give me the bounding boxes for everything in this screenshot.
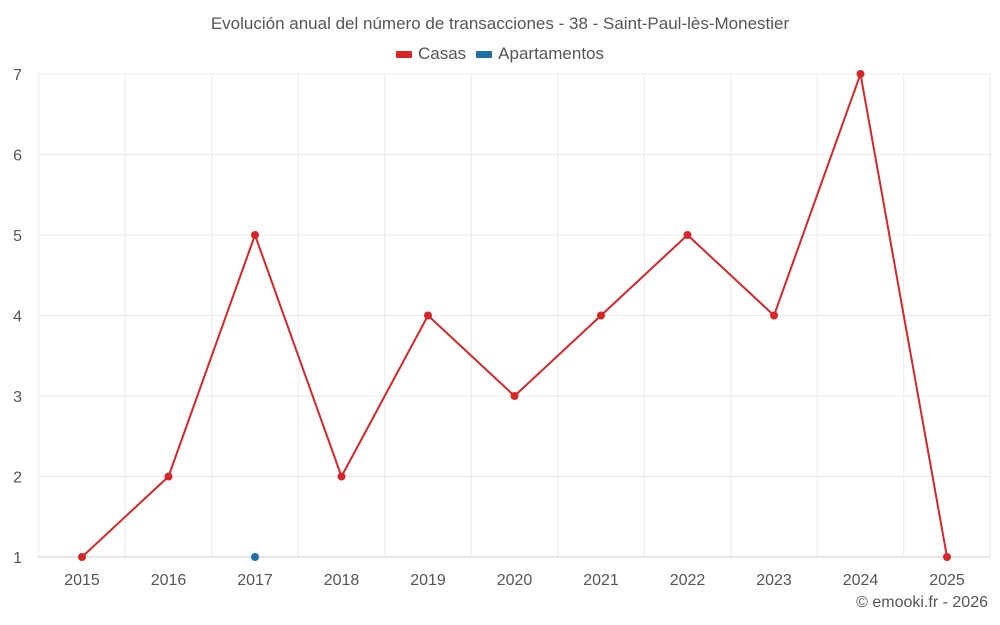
x-tick-label: 2021 — [583, 572, 619, 589]
data-point-casas — [683, 231, 692, 239]
x-tick-label: 2023 — [756, 572, 792, 589]
data-point-casas — [597, 311, 605, 320]
y-tick-label: 2 — [13, 470, 22, 487]
y-tick-label: 1 — [13, 550, 22, 567]
data-point-casas — [770, 311, 778, 320]
y-tick-label: 5 — [13, 228, 22, 245]
legend-label-casas: Casas — [417, 44, 467, 63]
data-point-casas — [424, 311, 432, 320]
x-tick-label: 2017 — [237, 572, 273, 589]
y-tick-label: 3 — [13, 389, 22, 406]
data-point-casas — [251, 231, 259, 239]
chart-title: Evolución anual del número de transaccio… — [210, 14, 790, 33]
legend-swatch-apartamentos — [476, 50, 493, 58]
x-tick-label: 2015 — [64, 572, 100, 589]
x-tick-label: 2019 — [410, 572, 446, 589]
data-point-casas — [856, 70, 865, 78]
x-tick-label: 2022 — [670, 572, 706, 589]
legend-item-apartamentos[interactable]: Apartamentos — [476, 44, 604, 64]
x-tick-label: 2018 — [324, 572, 360, 589]
credit-text: © emooki.fr - 2026 — [856, 594, 988, 611]
x-tick-label: 2016 — [151, 572, 187, 589]
legend-label-apartamentos: Apartamentos — [498, 44, 605, 63]
data-point-casas — [510, 392, 519, 400]
y-tick-label: 7 — [13, 67, 22, 84]
legend-item-casas[interactable]: Casas — [395, 44, 467, 64]
y-tick-label: 6 — [13, 148, 22, 165]
data-point-casas — [337, 472, 346, 481]
data-point-casas — [943, 553, 951, 561]
data-point-casas — [164, 472, 173, 481]
x-tick-label: 2020 — [497, 572, 533, 589]
legend-swatch-casas — [395, 50, 412, 58]
legend: Casas Apartamentos — [0, 44, 1000, 64]
data-point-casas — [78, 553, 86, 561]
x-tick-label: 2024 — [843, 572, 879, 589]
y-tick-label: 4 — [13, 309, 22, 326]
x-tick-label: 2025 — [929, 572, 965, 589]
data-point-apartamentos — [251, 553, 259, 561]
